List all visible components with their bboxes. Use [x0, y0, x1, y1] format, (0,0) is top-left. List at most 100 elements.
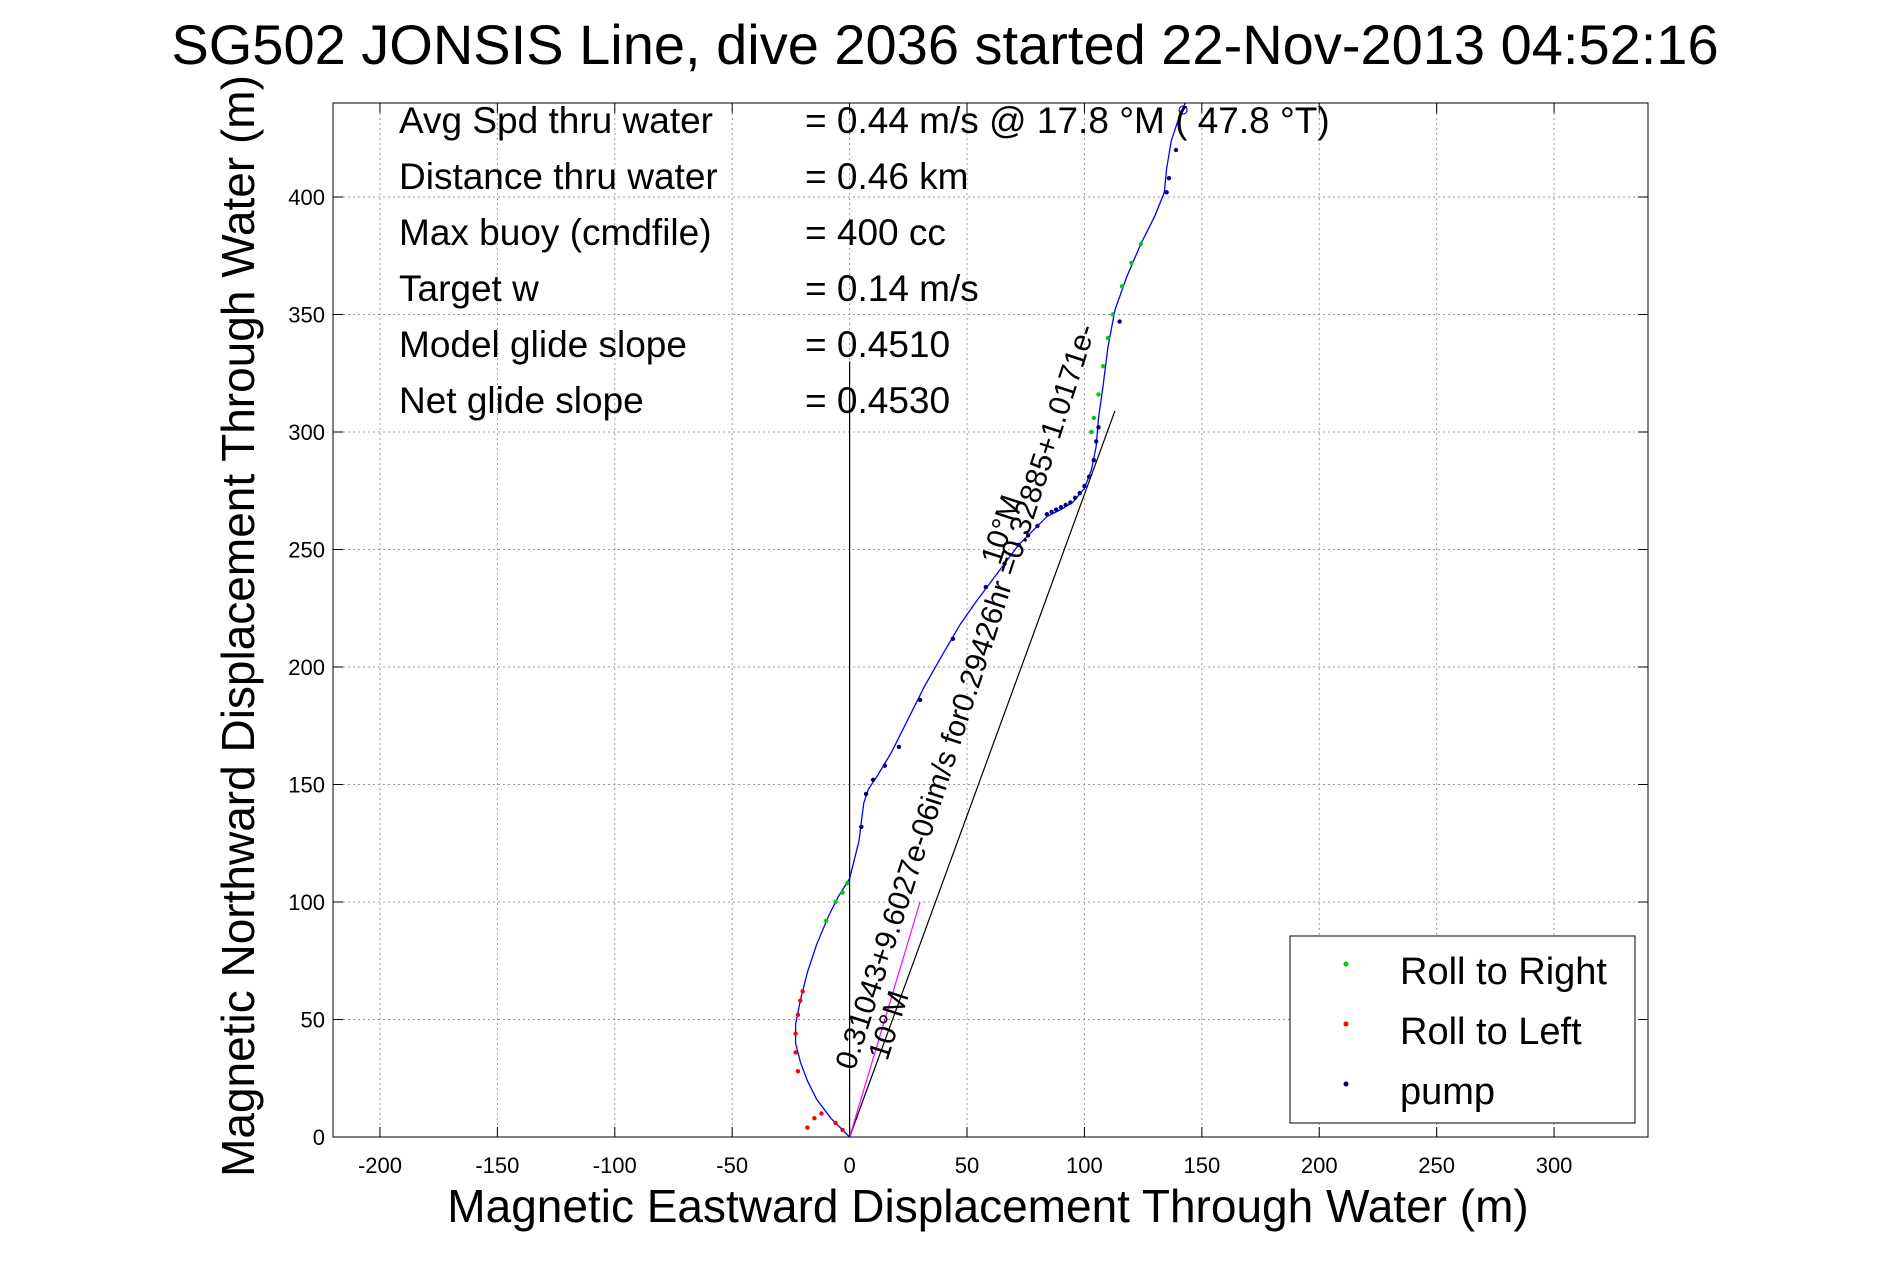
point-pump — [1082, 483, 1087, 489]
y-axis-label: Magnetic Northward Displacement Through … — [212, 75, 264, 1177]
point-pump — [1049, 509, 1054, 515]
point-roll-to-left — [840, 1127, 845, 1133]
point-roll-to-right — [823, 918, 829, 923]
point-pump — [950, 636, 956, 641]
x-tick-label: 50 — [955, 1153, 979, 1178]
point-roll-to-right — [840, 890, 845, 895]
x-axis-label: Magnetic Eastward Displacement Through W… — [447, 1180, 1528, 1232]
point-pump — [1002, 561, 1007, 566]
axis-ticks: -200 -150 -100 -50 0 50 100 150 200 250 300 0 50 100 1… — [288, 103, 1648, 1178]
x-tick-label: -200 — [358, 1153, 402, 1178]
point-pump — [1063, 502, 1068, 508]
y-tick-label: 200 — [288, 655, 325, 680]
point-pump — [1035, 523, 1040, 529]
point-roll-to-left — [812, 1116, 817, 1121]
x-tick-label: 200 — [1301, 1153, 1338, 1178]
point-roll-to-right — [845, 881, 850, 886]
y-tick-label: 400 — [288, 185, 325, 210]
legend-pump-label: pump — [1400, 1071, 1495, 1113]
x-tick-label: 100 — [1066, 1153, 1103, 1178]
point-pump — [1054, 507, 1059, 512]
info-value: = 0.4530 — [805, 380, 950, 421]
point-pump — [859, 824, 864, 829]
legend: Roll to Right Roll to Left pump — [1289, 935, 1636, 1124]
point-roll-to-left — [798, 998, 803, 1003]
x-tick-label: 250 — [1418, 1153, 1455, 1178]
point-pump — [1025, 533, 1031, 538]
current-position-marker — [1178, 105, 1188, 115]
point-pump — [1016, 542, 1021, 547]
info-table: Avg Spd thru water = 0.44 m/s @ 17.8 °M (… — [399, 100, 1330, 421]
y-tick-label: 300 — [288, 420, 325, 445]
legend-roll-to-left-label: Roll to Left — [1400, 1011, 1582, 1053]
point-pump — [870, 777, 876, 782]
point-roll-to-right — [1129, 260, 1134, 265]
point-roll-to-right — [1105, 335, 1111, 341]
point-roll-to-right — [1096, 392, 1101, 397]
info-label: Model glide slope — [399, 324, 687, 365]
y-tick-label: 250 — [288, 538, 325, 563]
x-tick-label: 300 — [1536, 1153, 1573, 1178]
info-value: = 0.44 m/s @ 17.8 °M ( 47.8 °T) — [805, 100, 1330, 141]
point-pump — [917, 697, 923, 703]
x-tick-label: 0 — [843, 1153, 855, 1178]
x-tick-label: 150 — [1183, 1153, 1220, 1178]
point-pump — [896, 744, 902, 750]
y-tick-label: 0 — [313, 1125, 325, 1150]
point-roll-to-right — [1119, 284, 1125, 289]
x-tick-label: -100 — [593, 1153, 637, 1178]
info-label: Avg Spd thru water — [399, 100, 713, 141]
point-pump — [1072, 495, 1078, 500]
point-roll-to-left — [805, 1125, 810, 1130]
point-pump — [1096, 425, 1101, 430]
point-pump — [1173, 147, 1179, 153]
point-pump — [1091, 458, 1097, 463]
info-value: = 0.4510 — [805, 324, 950, 365]
point-roll-to-right — [1110, 312, 1115, 317]
point-roll-to-right — [1138, 241, 1143, 247]
legend-roll-to-right-marker — [1343, 961, 1349, 967]
point-roll-to-right — [1089, 429, 1094, 435]
point-pump — [882, 763, 888, 768]
point-pump — [863, 791, 869, 797]
info-label: Target w — [399, 268, 539, 309]
point-pump — [983, 584, 989, 590]
x-tick-label: -50 — [716, 1153, 748, 1178]
point-pump — [1117, 319, 1122, 324]
point-roll-to-left — [793, 1031, 798, 1036]
y-tick-label: 150 — [288, 773, 325, 798]
y-tick-label: 100 — [288, 890, 325, 915]
legend-roll-to-left-marker — [1343, 1021, 1349, 1027]
info-label: Max buoy (cmdfile) — [399, 212, 712, 253]
point-pump — [1077, 490, 1082, 496]
point-pump — [1068, 500, 1073, 505]
info-label: Net glide slope — [399, 380, 644, 421]
y-tick-label: 50 — [301, 1008, 325, 1033]
fit-line — [849, 901, 921, 1138]
point-roll-to-left — [833, 1120, 838, 1126]
point-pump — [1044, 512, 1050, 517]
point-roll-to-right — [1091, 415, 1097, 421]
point-pump — [1164, 190, 1169, 195]
legend-roll-to-right-label: Roll to Right — [1400, 951, 1607, 993]
fit-lines — [849, 361, 1116, 1138]
fit-line — [849, 410, 1116, 1138]
point-pump — [1058, 505, 1064, 510]
point-roll-to-left — [793, 1050, 798, 1055]
y-tick-label: 350 — [288, 303, 325, 328]
point-pump — [1086, 474, 1092, 479]
point-roll-to-right — [833, 899, 838, 905]
point-roll-to-left — [800, 989, 805, 994]
chart-title: SG502 JONSIS Line, dive 2036 started 22-… — [171, 13, 1718, 76]
point-pump — [1166, 176, 1172, 181]
point-pump — [1093, 439, 1099, 444]
point-roll-to-left — [795, 1012, 801, 1017]
series-points — [793, 105, 1188, 1133]
legend-pump-marker — [1343, 1081, 1349, 1087]
point-roll-to-left — [819, 1111, 824, 1116]
legend-box — [1289, 935, 1636, 1124]
info-label: Distance thru water — [399, 156, 718, 197]
point-roll-to-left — [795, 1069, 801, 1074]
x-tick-label: -150 — [475, 1153, 519, 1178]
